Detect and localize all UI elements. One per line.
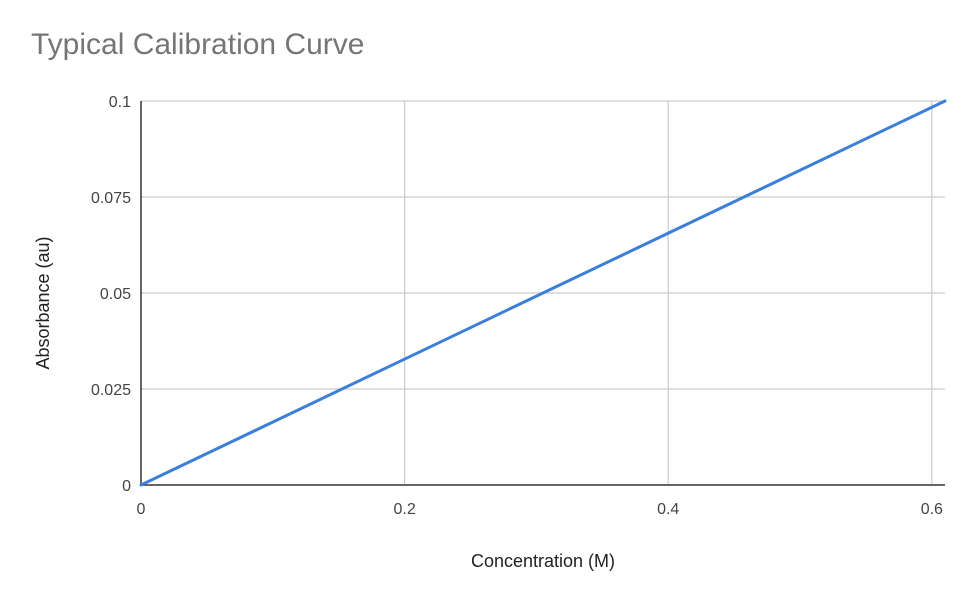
y-axis-title: Absorbance (au) [33, 236, 53, 369]
series-line [139, 99, 947, 487]
y-tick-label: 0 [122, 478, 131, 495]
chart-title: Typical Calibration Curve [31, 28, 365, 61]
x-tick-label: 0.6 [921, 501, 943, 518]
x-axis-title: Concentration (M) [471, 551, 615, 571]
y-tick-labels: 0 0.025 0.05 0.075 0.1 [91, 94, 131, 495]
x-tick-label: 0 [137, 501, 146, 518]
x-tick-label: 0.4 [657, 501, 679, 518]
series-layer [139, 99, 947, 487]
x-tick-label: 0.2 [393, 501, 415, 518]
y-tick-label: 0.075 [91, 190, 131, 207]
x-gridlines [404, 101, 933, 485]
y-tick-label: 0.1 [109, 94, 131, 111]
y-gridlines [141, 100, 945, 390]
y-tick-label: 0.05 [100, 286, 131, 303]
y-tick-label: 0.025 [91, 382, 131, 399]
x-tick-labels: 0 0.2 0.4 0.6 [137, 501, 943, 518]
